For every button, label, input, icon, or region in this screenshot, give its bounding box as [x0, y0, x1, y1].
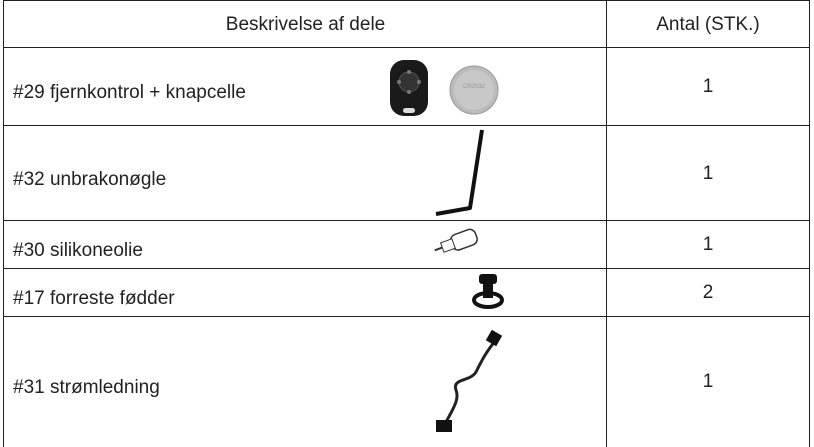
description-cell-text: #31 strømledning: [13, 377, 160, 398]
header-cell-text: Beskrivelse af dele: [225, 13, 386, 35]
description-cell: #32 unbrakonøgle: [3, 125, 607, 221]
header-cell: Beskrivelse af dele: [3, 0, 607, 48]
description-cell: #17 forreste fødder: [3, 268, 607, 317]
quantity-cell: 1: [606, 47, 810, 126]
description-cell-text: #30 silikoneolie: [13, 240, 143, 261]
svg-text:CR2032: CR2032: [463, 84, 486, 90]
battery-icon: CR2032: [449, 65, 499, 115]
quantity-cell-text: 1: [702, 234, 714, 255]
hex-key-icon: [435, 129, 484, 216]
cable-icon: [436, 330, 503, 432]
quantity-cell: 1: [606, 125, 810, 221]
description-cell-text: #17 forreste fødder: [13, 288, 175, 309]
header-cell-text: Antal (STK.): [656, 13, 760, 35]
quantity-cell-text: 1: [702, 162, 714, 184]
quantity-cell: 1: [606, 316, 810, 447]
quantity-cell-text: 1: [702, 371, 714, 392]
description-cell-text: #29 fjernkontrol + knapcelle: [13, 82, 246, 103]
quantity-cell-text: 1: [702, 76, 714, 97]
description-cell: #30 silikoneolie: [3, 220, 607, 269]
description-cell-text: #32 unbrakonøgle: [13, 168, 167, 190]
document-page: Beskrivelse af dele Antal (STK.) #29 fjern…: [3, 0, 810, 447]
foot-icon: [472, 274, 504, 309]
oil-icon: [434, 228, 478, 253]
description-cell: #31 strømledning: [3, 316, 607, 447]
header-cell: Antal (STK.): [606, 0, 810, 48]
remote-icon: [390, 60, 428, 116]
quantity-cell: 2: [606, 268, 810, 317]
quantity-cell: 1: [606, 220, 810, 269]
description-cell: #29 fjernkontrol + knapcelle: [3, 47, 607, 126]
quantity-cell-text: 2: [702, 282, 714, 303]
